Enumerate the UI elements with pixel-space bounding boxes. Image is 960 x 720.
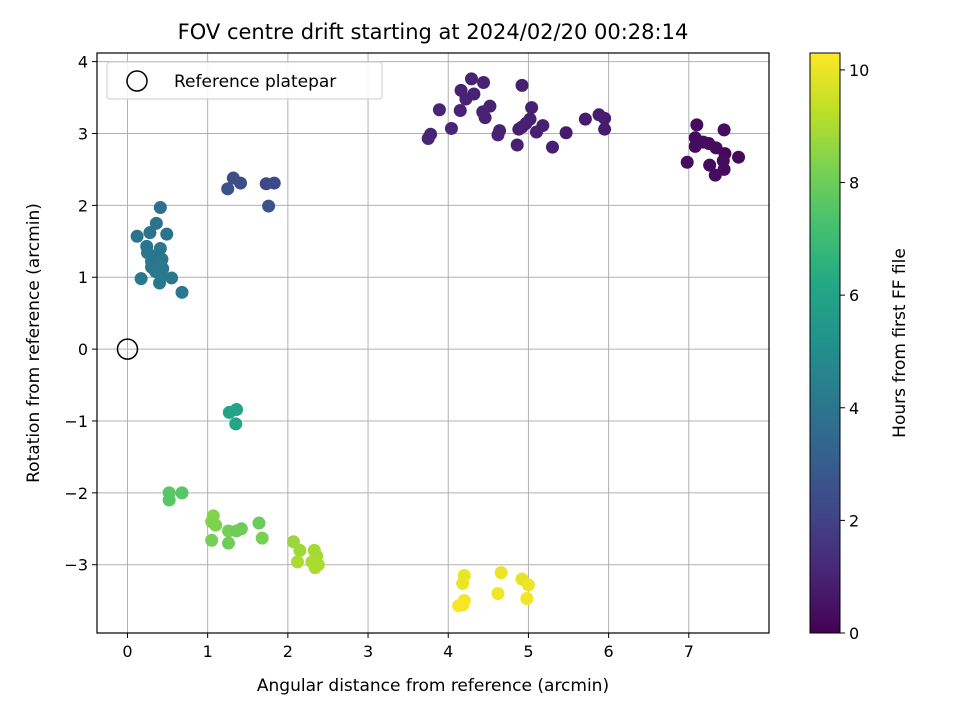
x-tick-label: 2: [283, 642, 293, 661]
scatter-point: [703, 158, 717, 172]
grid-lines: [97, 53, 769, 633]
colorbar-label: Hours from first FF file: [890, 248, 910, 438]
scatter-point: [529, 125, 543, 139]
scatter-point: [252, 516, 266, 530]
scatter-point: [421, 132, 435, 146]
scatter-point: [515, 120, 529, 134]
scatter-point: [477, 75, 491, 89]
scatter-point: [153, 201, 167, 215]
scatter-point: [491, 586, 505, 600]
scatter-point: [234, 176, 248, 190]
scatter-point: [525, 101, 539, 115]
scatter-point: [262, 199, 276, 213]
scatter-point: [153, 276, 167, 290]
x-tick-label: 1: [203, 642, 213, 661]
scatter-point: [255, 531, 269, 545]
scatter-point: [520, 592, 534, 606]
colorbar-tick-label: 10: [849, 61, 869, 80]
scatter-point: [432, 103, 446, 117]
scatter-point: [478, 111, 492, 125]
colorbar: 0 2 4 6 8 10 Hours from first FF file: [809, 52, 910, 643]
scatter-point: [134, 272, 148, 286]
scatter-point: [453, 103, 467, 117]
scatter-point: [732, 150, 746, 164]
scatter-point: [578, 112, 592, 126]
y-axis-ticks: −3 −2 −1 0 1 2 3 4: [64, 53, 97, 575]
data-points: [130, 72, 746, 613]
scatter-point: [688, 139, 702, 153]
y-tick-label: −3: [64, 556, 88, 575]
scatter-point: [510, 138, 524, 152]
legend-box: [106, 61, 383, 100]
scatter-point: [483, 99, 497, 113]
colorbar-ticks: 0 2 4 6 8 10: [840, 61, 869, 643]
scatter-point: [491, 128, 505, 142]
scatter-point: [221, 182, 235, 196]
colorbar-tick-label: 4: [849, 399, 859, 418]
scatter-point: [456, 576, 470, 590]
scatter-point: [708, 168, 722, 182]
colorbar-tick-label: 6: [849, 286, 859, 305]
scatter-point: [290, 555, 304, 569]
y-tick-label: 3: [78, 124, 88, 143]
scatter-point: [680, 155, 694, 169]
scatter-point: [234, 522, 248, 536]
scatter-point: [545, 140, 559, 154]
x-axis-ticks: 0 1 2 3 4 5 6 7: [122, 633, 694, 661]
scatter-point: [464, 72, 478, 86]
scatter-point: [205, 533, 219, 547]
y-tick-label: 4: [78, 53, 88, 72]
scatter-point: [444, 121, 458, 135]
colorbar-gradient: [809, 52, 841, 634]
scatter-point: [456, 598, 470, 612]
scatter-point: [494, 566, 508, 580]
colorbar-tick-label: 0: [849, 624, 859, 643]
scatter-point: [143, 226, 157, 240]
colorbar-tick-label: 2: [849, 511, 859, 530]
x-axis-label: Angular distance from reference (arcmin): [257, 676, 609, 696]
y-tick-label: 0: [78, 340, 88, 359]
x-tick-label: 3: [363, 642, 373, 661]
scatter-point: [293, 543, 307, 557]
scatter-point: [690, 118, 704, 132]
x-tick-label: 5: [523, 642, 533, 661]
scatter-point: [559, 126, 573, 140]
y-tick-label: −2: [64, 484, 88, 503]
x-tick-label: 6: [604, 642, 614, 661]
scatter-point: [467, 87, 481, 101]
legend: Reference platepar: [106, 61, 383, 100]
plot-frame: [96, 52, 770, 634]
reference-platepar-marker: [116, 338, 139, 360]
colorbar-tick-label: 8: [849, 174, 859, 193]
scatter-point: [165, 271, 179, 285]
scatter-point: [229, 417, 243, 431]
scatter-point: [160, 227, 174, 241]
y-tick-label: 1: [78, 268, 88, 287]
scatter-point: [521, 578, 535, 592]
chart-title: FOV centre drift starting at 2024/02/20 …: [178, 20, 689, 44]
y-axis-label: Rotation from reference (arcmin): [24, 203, 44, 483]
x-tick-label: 0: [122, 642, 132, 661]
x-tick-label: 4: [443, 642, 453, 661]
legend-entry-label: Reference platepar: [174, 72, 336, 92]
scatter-point: [149, 216, 163, 230]
scatter-point: [162, 493, 176, 507]
scatter-point: [515, 78, 529, 92]
scatter-point: [598, 122, 612, 136]
scatter-point: [175, 285, 189, 299]
legend-open-circle-icon: [126, 70, 148, 92]
scatter-point: [230, 402, 244, 416]
y-tick-label: −1: [64, 412, 88, 431]
scatter-point: [209, 518, 223, 532]
scatter-point: [598, 111, 612, 125]
scatter-point: [308, 561, 322, 575]
scatter-point: [267, 176, 281, 190]
scatter-point: [130, 229, 144, 243]
scatter-point: [717, 123, 731, 137]
x-tick-label: 7: [684, 642, 694, 661]
scatter-point: [222, 536, 236, 550]
y-tick-label: 2: [78, 196, 88, 215]
scatter-point: [175, 486, 189, 500]
